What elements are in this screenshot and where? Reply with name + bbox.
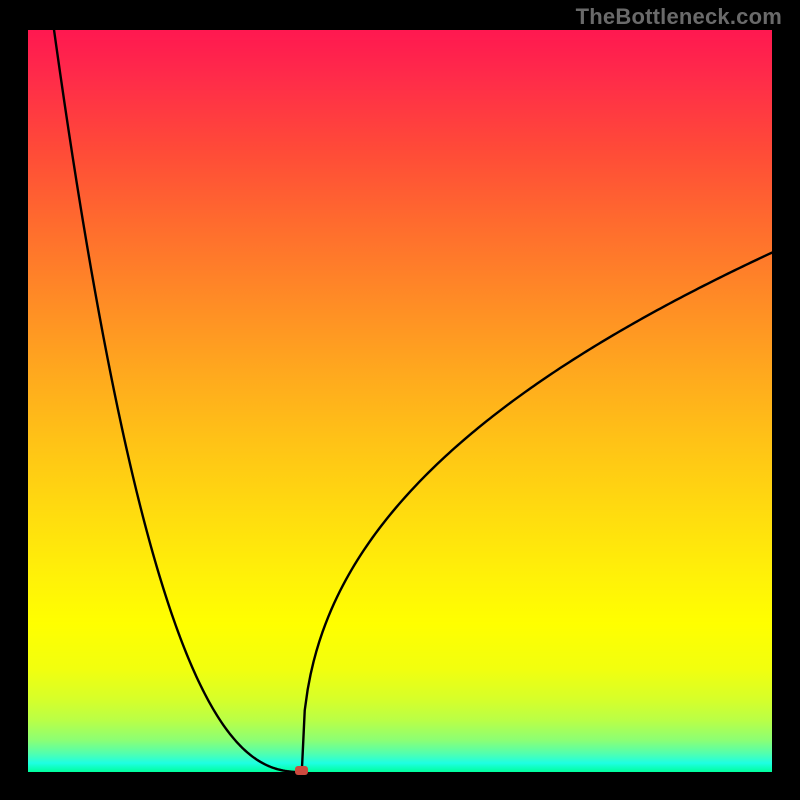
chart-stage: TheBottleneck.com <box>0 0 800 800</box>
bottleneck-curve <box>28 30 772 772</box>
plot-area <box>28 30 772 772</box>
optimal-point-marker <box>295 766 308 775</box>
watermark-text: TheBottleneck.com <box>576 4 782 30</box>
